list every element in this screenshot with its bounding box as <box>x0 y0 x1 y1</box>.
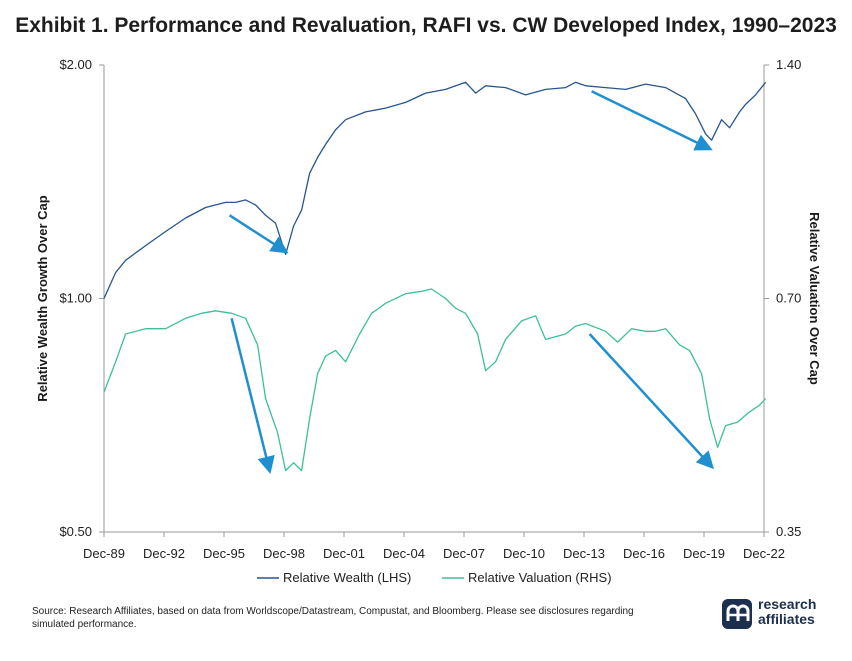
x-tick-label: Dec-92 <box>143 546 185 561</box>
logo-wordmark: research affiliates <box>758 597 816 627</box>
source-note: Source: Research Affiliates, based on da… <box>32 606 634 630</box>
y-right-tick-label: 1.40 <box>776 57 801 72</box>
y-right-axis-title: Relative Valuation Over Cap <box>807 212 822 385</box>
trend-arrow <box>591 90 713 151</box>
trend-arrow <box>228 214 289 254</box>
legend: Relative Wealth (LHS) Relative Valuation … <box>257 570 612 585</box>
x-tick-label: Dec-13 <box>563 546 605 561</box>
logo-mark-icon <box>722 599 752 629</box>
x-tick-label: Dec-95 <box>203 546 245 561</box>
y-left-tick-label: $1.00 <box>59 291 92 306</box>
x-tick-label: Dec-98 <box>263 546 305 561</box>
y-right-tick-label: 0.70 <box>776 291 801 306</box>
research-affiliates-logo: research affiliates <box>722 597 842 631</box>
x-tick-label: Dec-04 <box>383 546 425 561</box>
axes: Dec-89 Dec-92 Dec-95 Dec-98 Dec-01 Dec-04 Dec-… <box>35 57 822 561</box>
x-tick-label: Dec-10 <box>503 546 545 561</box>
y-left-tick-label: $2.00 <box>59 57 92 72</box>
x-tick-label: Dec-01 <box>323 546 365 561</box>
y-left-tick-label: $0.50 <box>59 524 92 539</box>
relative-valuation-line <box>103 288 767 472</box>
annotation-arrows <box>228 90 714 474</box>
trend-arrow <box>588 333 714 470</box>
x-tick-label: Dec-19 <box>683 546 725 561</box>
relative-wealth-line <box>103 81 767 299</box>
x-tick-label: Dec-16 <box>623 546 665 561</box>
legend-wealth-label: Relative Wealth (LHS) <box>283 570 411 585</box>
x-tick-label: Dec-22 <box>743 546 785 561</box>
y-right-tick-label: 0.35 <box>776 524 801 539</box>
legend-valuation-label: Relative Valuation (RHS) <box>468 570 612 585</box>
trend-arrow <box>230 318 275 474</box>
line-chart: Dec-89 Dec-92 Dec-95 Dec-98 Dec-01 Dec-04 Dec-… <box>35 57 822 585</box>
x-tick-label: Dec-07 <box>443 546 485 561</box>
logo-line2: affiliates <box>758 611 815 627</box>
y-left-axis-title: Relative Wealth Growth Over Cap <box>35 195 50 401</box>
logo-line1: research <box>758 596 817 612</box>
x-tick-label: Dec-89 <box>83 546 125 561</box>
chart-title: Exhibit 1. Performance and Revaluation, … <box>15 14 837 37</box>
series-layer <box>103 81 767 472</box>
